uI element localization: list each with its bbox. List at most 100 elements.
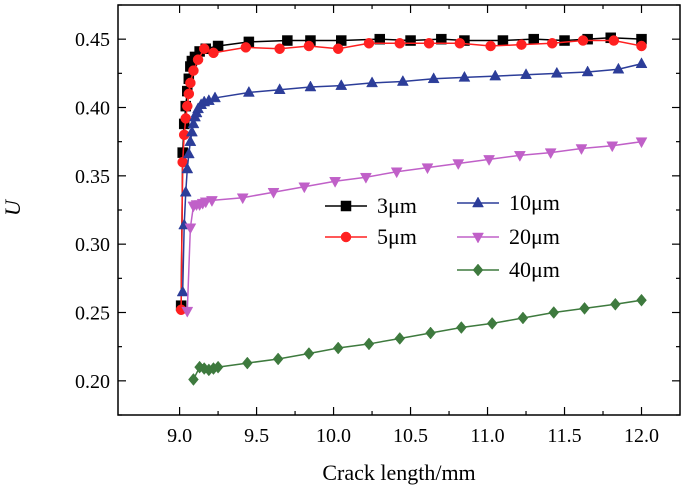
data-point — [516, 39, 527, 50]
data-point — [374, 33, 386, 45]
legend-marker — [472, 196, 484, 208]
data-point — [181, 162, 194, 174]
data-point — [608, 35, 620, 46]
data-point — [363, 337, 375, 351]
data-point — [198, 43, 210, 54]
x-tick-label: 11.5 — [547, 425, 581, 447]
data-point — [182, 147, 195, 159]
data-point — [635, 137, 648, 149]
data-point — [185, 125, 198, 137]
data-point — [242, 356, 253, 370]
legend-item: 3μm — [325, 193, 417, 218]
data-point — [610, 297, 621, 311]
series-layer — [175, 32, 648, 386]
y-axis-label: U — [0, 198, 25, 216]
data-point — [405, 35, 416, 46]
data-point — [188, 65, 199, 76]
data-point — [184, 135, 197, 146]
data-point — [636, 293, 647, 307]
x-axis-label: Crack length/mm — [322, 460, 475, 485]
legend-marker — [340, 200, 352, 212]
y-tick-label: 0.30 — [75, 234, 110, 256]
data-point — [390, 167, 403, 179]
data-point — [272, 352, 284, 366]
data-point — [528, 33, 539, 45]
data-point — [581, 65, 594, 77]
data-point — [267, 187, 280, 199]
x-tick-label: 10.0 — [316, 425, 351, 447]
legend-marker — [472, 232, 484, 244]
series-line — [180, 37, 642, 306]
legend-label: 20μm — [509, 224, 560, 249]
data-point — [425, 326, 436, 340]
data-point — [212, 360, 224, 374]
x-tick-label: 12.0 — [624, 425, 659, 447]
data-point — [548, 306, 560, 319]
data-point — [335, 79, 348, 90]
data-point — [486, 317, 498, 330]
data-point — [192, 54, 204, 65]
data-point — [485, 40, 496, 52]
data-point — [452, 159, 465, 171]
series-5um — [175, 35, 647, 316]
y-tick-label: 0.20 — [75, 371, 110, 393]
data-point — [332, 341, 344, 355]
y-tick-label: 0.45 — [75, 29, 110, 51]
data-point — [394, 332, 406, 345]
data-point — [579, 302, 590, 315]
legend-item: 20μm — [457, 224, 560, 249]
data-point — [176, 285, 189, 297]
legend-marker — [472, 263, 484, 277]
data-point — [489, 69, 502, 81]
data-point — [298, 182, 311, 194]
data-point — [454, 38, 466, 49]
data-point — [396, 75, 409, 86]
data-point — [421, 163, 434, 175]
legend-label: 10μm — [509, 190, 560, 215]
series-20um — [181, 137, 648, 318]
data-point — [180, 113, 191, 124]
series-3um — [175, 32, 647, 311]
data-point — [209, 91, 221, 103]
legend-label: 40μm — [509, 257, 560, 282]
data-point — [332, 43, 344, 54]
data-point — [329, 177, 342, 188]
data-point — [606, 141, 619, 153]
legend-label: 3μm — [377, 193, 417, 218]
data-point — [636, 40, 647, 52]
data-point — [497, 35, 509, 46]
data-point — [274, 43, 285, 54]
x-tick-label: 10.5 — [393, 425, 428, 447]
data-point — [303, 347, 315, 360]
data-point — [242, 85, 255, 97]
data-point — [575, 144, 588, 156]
series-40um — [188, 293, 647, 386]
legend-item: 10μm — [457, 190, 560, 215]
data-point — [546, 38, 558, 49]
data-point — [184, 223, 197, 235]
data-point — [181, 306, 194, 318]
data-point — [240, 42, 252, 53]
legend-label: 5μm — [377, 224, 417, 249]
data-point — [520, 68, 532, 79]
data-point — [550, 66, 563, 78]
legend: 3μm 5μm 10μm 20μm 40μm — [325, 190, 560, 282]
data-point — [483, 155, 495, 166]
x-tick-label: 9.0 — [167, 425, 192, 447]
data-point — [206, 196, 218, 207]
data-point — [559, 35, 570, 46]
data-point — [577, 35, 589, 46]
data-point — [303, 40, 315, 52]
y-tick-label: 0.40 — [75, 98, 110, 120]
data-point — [517, 311, 529, 325]
data-point — [182, 100, 193, 112]
axis-ticks: 9.0 9.5 10.0 10.5 11.0 11.5 12.0 0.20 0.25 0.30 0.… — [75, 4, 680, 447]
legend-item: 40μm — [457, 257, 560, 282]
series-10um — [176, 57, 648, 297]
data-point — [394, 38, 406, 49]
data-point — [423, 38, 435, 49]
series-line — [181, 63, 642, 293]
data-point — [427, 72, 440, 84]
data-point — [304, 80, 317, 92]
